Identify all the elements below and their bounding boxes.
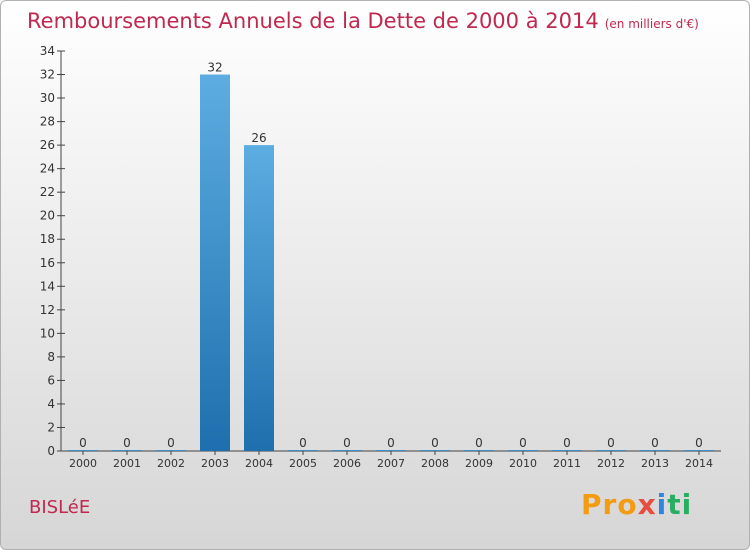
x-tick-label: 2003 — [201, 457, 229, 470]
bar-2012 — [596, 450, 626, 451]
data-label-2008: 0 — [431, 436, 439, 450]
x-tick-label: 2004 — [245, 457, 273, 470]
data-label-2006: 0 — [343, 436, 351, 450]
commune-name: BISLéE — [29, 497, 91, 518]
x-tick-label: 2007 — [377, 457, 405, 470]
x-tick-label: 2012 — [597, 457, 625, 470]
bar-2008 — [420, 450, 450, 451]
data-label-2003: 32 — [207, 61, 222, 75]
y-tick-label: 12 — [40, 303, 55, 317]
bar-2000 — [68, 450, 98, 451]
proxiti-logo[interactable]: Proxiti — [581, 488, 693, 521]
data-label-2002: 0 — [167, 436, 175, 450]
y-tick-label: 14 — [40, 279, 55, 293]
y-tick-label: 2 — [47, 420, 55, 434]
bar-2001 — [112, 450, 142, 451]
bar-2006 — [332, 450, 362, 451]
chart-bars — [68, 74, 714, 451]
data-label-2001: 0 — [123, 436, 131, 450]
x-tick-label: 2005 — [289, 457, 317, 470]
chart-unit-note: (en milliers d'€) — [604, 17, 699, 31]
data-label-2013: 0 — [651, 436, 659, 450]
chart-title-text: Remboursements Annuels de la Dette de 20… — [27, 9, 599, 33]
bar-2002 — [156, 450, 186, 451]
y-tick-label: 4 — [47, 397, 55, 411]
data-label-2010: 0 — [519, 436, 527, 450]
y-tick-label: 20 — [40, 209, 55, 223]
y-tick-label: 28 — [40, 115, 55, 129]
y-tick-label: 34 — [40, 44, 55, 58]
x-tick-label: 2010 — [509, 457, 537, 470]
data-label-2004: 26 — [251, 131, 266, 145]
y-tick-label: 30 — [40, 91, 55, 105]
bar-2011 — [552, 450, 582, 451]
data-label-2007: 0 — [387, 436, 395, 450]
bar-2005 — [288, 450, 318, 451]
bar-2007 — [376, 450, 406, 451]
x-tick-label: 2008 — [421, 457, 449, 470]
y-tick-label: 32 — [40, 68, 55, 82]
x-tick-label: 2000 — [69, 457, 97, 470]
y-tick-label: 26 — [40, 138, 55, 152]
y-tick-label: 18 — [40, 232, 55, 246]
y-tick-label: 16 — [40, 256, 55, 270]
bar-2010 — [508, 450, 538, 451]
y-tick-label: 24 — [40, 162, 55, 176]
x-tick-label: 2011 — [553, 457, 581, 470]
y-tick-label: 10 — [40, 326, 55, 340]
y-tick-label: 0 — [47, 444, 55, 458]
data-label-2000: 0 — [79, 436, 87, 450]
y-tick-label: 8 — [47, 350, 55, 364]
data-label-2014: 0 — [695, 436, 703, 450]
y-tick-label: 6 — [47, 373, 55, 387]
bar-2004 — [244, 145, 274, 451]
data-label-2011: 0 — [563, 436, 571, 450]
data-label-2012: 0 — [607, 436, 615, 450]
chart-labels: 0 0 0 32 26 0 0 0 0 0 0 0 0 0 0 — [79, 61, 703, 450]
bar-2014 — [684, 450, 714, 451]
bar-2013 — [640, 450, 670, 451]
x-tick-label: 2006 — [333, 457, 361, 470]
y-tick-label: 22 — [40, 185, 55, 199]
data-label-2009: 0 — [475, 436, 483, 450]
x-tick-label: 2013 — [641, 457, 669, 470]
data-label-2005: 0 — [299, 436, 307, 450]
x-tick-label: 2001 — [113, 457, 141, 470]
bar-2003 — [200, 74, 230, 451]
x-tick-label: 2009 — [465, 457, 493, 470]
bar-2009 — [464, 450, 494, 451]
x-tick-label: 2002 — [157, 457, 185, 470]
chart-title: Remboursements Annuels de la Dette de 20… — [27, 9, 699, 33]
x-tick-label: 2014 — [685, 457, 713, 470]
